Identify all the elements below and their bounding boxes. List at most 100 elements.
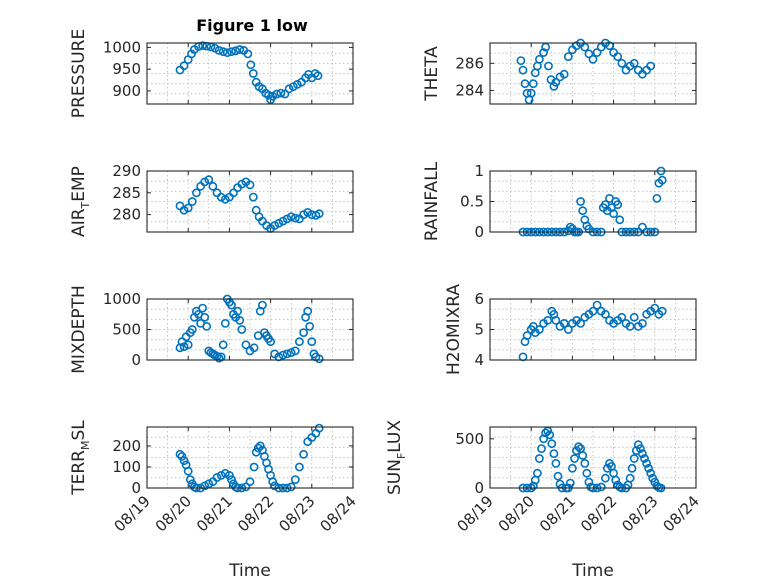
terr-msl-xtick-label: 08/24	[317, 492, 360, 535]
pressure-data-point	[231, 46, 240, 56]
h2omixra-data-point	[588, 306, 598, 316]
sun-flux-data-point	[549, 449, 559, 458]
h2omixra-data-point	[576, 318, 585, 328]
air-temp-ytick-label: 290	[112, 162, 141, 180]
theta-data-point	[559, 69, 569, 79]
sun-flux-data-point	[547, 439, 557, 449]
mixdepth-ylabel: MIXDEPTH	[69, 285, 89, 374]
mixdepth-ytick-label: 0	[131, 351, 141, 369]
rainfall-data-point	[615, 215, 625, 225]
h2omixra-data-point	[601, 309, 610, 319]
theta-data-point	[592, 48, 602, 57]
mixdepth-data-point	[183, 340, 193, 350]
h2omixra-subplot: 4 5 6 H2OMIXRA	[444, 284, 697, 375]
rainfall-data-point	[613, 200, 623, 209]
mixdepth-data-point	[218, 340, 228, 350]
terr-msl-data-point	[314, 423, 324, 433]
mixdepth-ytick-label: 1000	[103, 290, 141, 308]
h2omixra-ytick-label: 4	[474, 351, 484, 369]
mixdepth-data-point	[294, 337, 304, 347]
rainfall-data-point	[657, 175, 667, 185]
terr-msl-ylabel: TERRMSL	[69, 420, 92, 496]
terr-msl-data-point	[294, 462, 304, 472]
sun-flux-data-point	[646, 468, 656, 478]
terr-msl-xtick-label: 08/22	[234, 492, 277, 535]
rainfall-data-point	[578, 206, 588, 216]
terr-msl-data-point	[175, 449, 185, 459]
mixdepth-data-point	[307, 337, 317, 347]
pressure-data-point	[284, 84, 294, 94]
rainfall-ytick-label: 0	[474, 223, 484, 241]
sun-flux-data-point	[553, 471, 563, 481]
terr-msl-data-point	[268, 477, 278, 487]
terr-msl-xtick-label: 08/23	[275, 492, 318, 535]
mixdepth-data-point	[257, 300, 267, 310]
mixdepth-data-point	[278, 350, 288, 360]
mixdepth-data-point	[202, 321, 212, 331]
mixdepth-data-point	[266, 337, 275, 347]
sun-flux-data-point	[580, 458, 590, 468]
theta-data-point	[516, 56, 526, 65]
theta-data-point	[520, 79, 530, 89]
air-temp-data-point	[245, 180, 255, 190]
theta-data-point	[613, 52, 623, 61]
sun-flux-xtick-label: 08/23	[618, 492, 661, 535]
mixdepth-data-point	[227, 300, 236, 310]
mixdepth-data-point	[305, 321, 315, 331]
pressure-data-point	[280, 89, 290, 99]
pressure-ylabel: PRESSURE	[69, 29, 89, 118]
pressure-data-point	[264, 90, 273, 100]
theta-data-point	[584, 49, 594, 59]
air-temp-data-point	[187, 197, 197, 206]
terr-msl-xlabel: Time	[228, 561, 271, 581]
air-temp-data-point	[175, 201, 185, 211]
sun-flux-data-point	[582, 468, 592, 478]
pressure-data-point	[179, 61, 189, 71]
mixdepth-data-point	[198, 303, 207, 313]
terr-msl-data-point	[183, 466, 193, 476]
sun-flux-ylabel: SUNFLUX	[385, 420, 408, 495]
h2omixra-data-point	[592, 300, 602, 310]
sun-flux-data-point	[652, 481, 662, 491]
sun-flux-xlabel: Time	[571, 561, 614, 581]
theta-ytick-label: 284	[455, 81, 484, 99]
sun-flux-data-point	[636, 444, 645, 453]
pressure-data-point	[222, 48, 232, 57]
pressure-data-point	[243, 49, 253, 59]
terr-msl-ytick-label: 100	[112, 458, 141, 476]
sun-flux-data-point	[551, 458, 561, 468]
terr-msl-data-point	[286, 482, 296, 492]
theta-ytick-label: 286	[455, 54, 484, 72]
sun-flux-ytick-label: 500	[455, 430, 484, 448]
terr-msl-data-point	[185, 475, 195, 484]
terr-msl-data-point	[299, 449, 308, 459]
theta-data-point	[588, 54, 598, 64]
theta-data-point	[518, 65, 528, 75]
sun-flux-data-point	[611, 475, 621, 485]
pressure-ytick-label: 1000	[103, 38, 141, 56]
air-temp-ylabel: AIRTEMP	[69, 166, 92, 237]
rainfall-ylabel: RAINFALL	[422, 161, 442, 241]
theta-data-point	[646, 61, 656, 71]
h2omixra-ytick-label: 5	[474, 321, 484, 339]
mixdepth-data-point	[233, 306, 242, 316]
sun-flux-axes-box	[489, 426, 697, 489]
mixdepth-data-point	[179, 342, 189, 351]
air-temp-data-point	[286, 212, 296, 222]
air-temp-data-point	[208, 181, 218, 191]
terr-msl-data-point	[224, 470, 234, 480]
mixdepth-data-point	[220, 318, 230, 328]
terr-msl-data-point	[249, 462, 259, 472]
sun-flux-xtick-label: 08/22	[577, 492, 620, 535]
theta-data-point	[544, 61, 553, 71]
h2omixra-data-point	[535, 325, 544, 334]
sun-flux-data-point	[640, 454, 649, 463]
mixdepth-data-point	[314, 354, 324, 364]
theta-data-point	[539, 48, 548, 57]
figure-title: Figure 1 low	[196, 16, 308, 35]
mixdepth-data-point	[200, 312, 210, 322]
terr-msl-data-point	[253, 443, 263, 453]
sun-flux-data-point	[642, 458, 651, 468]
h2omixra-data-point	[638, 318, 647, 328]
